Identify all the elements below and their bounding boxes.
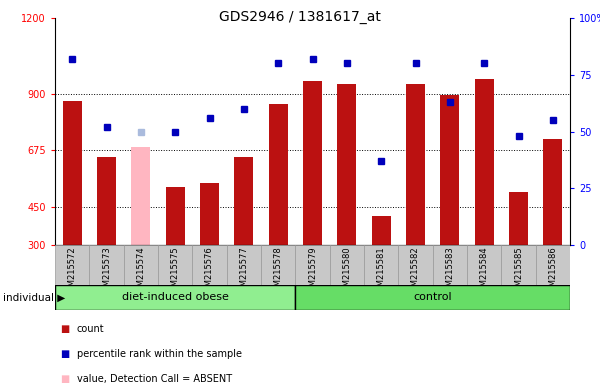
Text: GSM215580: GSM215580 [343,246,352,297]
Text: value, Detection Call = ABSENT: value, Detection Call = ABSENT [77,374,232,384]
Bar [303,81,322,245]
Text: GSM215584: GSM215584 [479,246,488,297]
Bar [502,245,536,285]
Text: ■: ■ [60,374,69,384]
Bar [63,101,82,245]
Text: control: control [413,293,452,303]
Bar [97,157,116,245]
Bar [55,285,295,310]
Bar [337,84,356,245]
Bar [295,285,570,310]
Bar [544,139,562,245]
Bar [158,245,193,285]
Bar [227,245,261,285]
Text: GSM215586: GSM215586 [548,246,557,297]
Bar [55,245,89,285]
Text: count: count [77,324,104,334]
Bar [440,95,459,245]
Bar [269,104,287,245]
Text: GSM215583: GSM215583 [445,246,454,297]
Text: diet-induced obese: diet-induced obese [122,293,229,303]
Bar [372,216,391,245]
Bar [398,245,433,285]
Text: GSM215582: GSM215582 [411,246,420,297]
Bar [124,245,158,285]
Bar [536,245,570,285]
Bar [166,187,185,245]
Text: GSM215577: GSM215577 [239,246,248,297]
Bar [406,84,425,245]
Text: ■: ■ [60,324,69,334]
Bar [89,245,124,285]
Bar [364,245,398,285]
Bar [131,147,150,245]
Bar [467,245,502,285]
Text: GSM215585: GSM215585 [514,246,523,297]
Text: GSM215572: GSM215572 [68,246,77,297]
Text: individual ▶: individual ▶ [3,293,65,303]
Text: GDS2946 / 1381617_at: GDS2946 / 1381617_at [219,10,381,23]
Bar [261,245,295,285]
Bar [329,245,364,285]
Bar [295,245,329,285]
Bar [235,157,253,245]
Text: GSM215574: GSM215574 [136,246,145,297]
Bar [475,79,494,245]
Bar [200,183,219,245]
Text: GSM215581: GSM215581 [377,246,386,297]
Bar [509,192,528,245]
Text: percentile rank within the sample: percentile rank within the sample [77,349,242,359]
Text: GSM215579: GSM215579 [308,246,317,297]
Text: GSM215573: GSM215573 [102,246,111,297]
Bar [193,245,227,285]
Bar [433,245,467,285]
Text: ■: ■ [60,349,69,359]
Text: GSM215575: GSM215575 [170,246,179,297]
Text: GSM215578: GSM215578 [274,246,283,297]
Text: GSM215576: GSM215576 [205,246,214,297]
